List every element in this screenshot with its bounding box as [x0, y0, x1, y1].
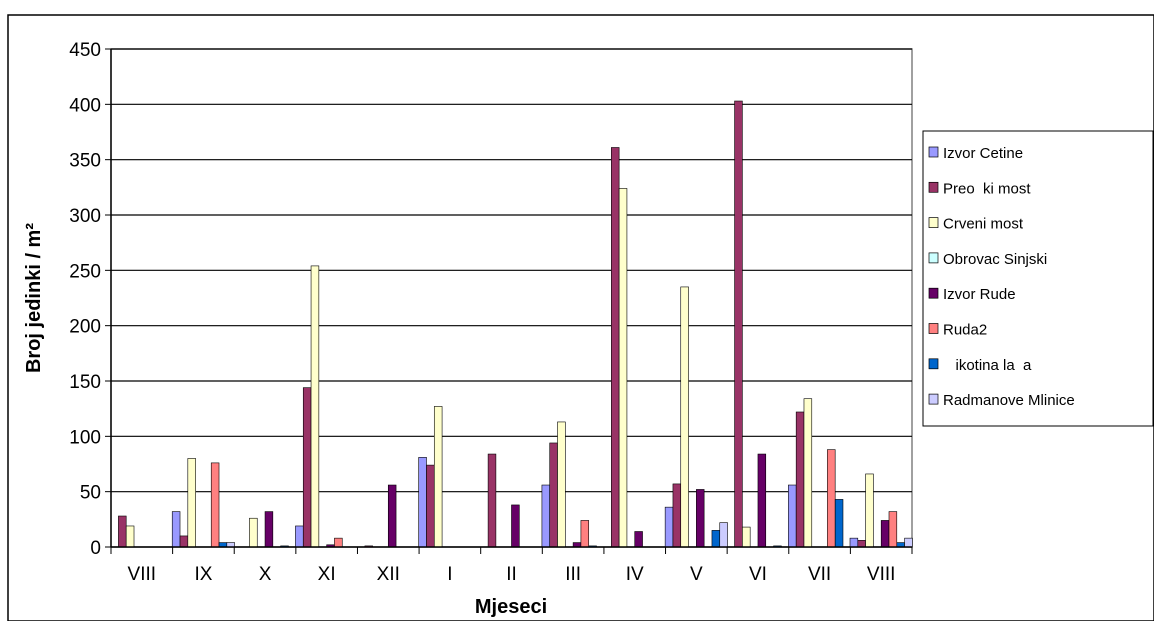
bar: [865, 473, 874, 548]
bar: [487, 453, 497, 548]
y-tick-label: 300: [69, 206, 101, 227]
legend-label: Izvor Cetine: [943, 145, 1023, 162]
x-tick-label: IX: [194, 564, 212, 585]
legend-label: Crveni most: [943, 216, 1024, 233]
legend-label: Obrovac Sinjski: [943, 251, 1047, 268]
y-tick-label: 200: [69, 317, 101, 338]
legend-label: Ruda2: [943, 322, 987, 339]
legend-swatch: [928, 323, 939, 334]
bar: [433, 406, 443, 548]
x-tick-label: I: [447, 564, 452, 585]
bar: [857, 540, 866, 548]
y-tick-label: 400: [69, 95, 101, 116]
x-tick-label: VIII: [867, 564, 896, 585]
legend-label: Radmanove Mlinice: [943, 392, 1075, 409]
bar: [511, 504, 520, 548]
bar: [302, 387, 312, 548]
bar: [696, 489, 705, 548]
y-tick-label: 250: [69, 261, 101, 282]
bars: [118, 100, 913, 548]
bar: [210, 462, 220, 548]
legend-label: Preo ki most: [943, 180, 1031, 197]
bar: [179, 535, 189, 548]
x-tick-label: VI: [749, 564, 767, 585]
bar: [880, 520, 890, 548]
x-tick-label: III: [565, 564, 581, 585]
bar: [664, 506, 674, 548]
bar: [187, 458, 196, 548]
y-tick-label: 100: [69, 427, 101, 448]
bar: [757, 453, 767, 548]
x-tick-label: X: [259, 564, 272, 585]
y-tick-label: 0: [90, 538, 101, 559]
legend: Izvor Cetine Preo ki most Crveni most Obrov…: [922, 130, 1154, 427]
y-tick-label: 350: [69, 151, 101, 172]
bar: [827, 449, 836, 548]
legend-label: ikotina la a: [943, 357, 1032, 374]
gridlines: [111, 48, 912, 493]
bar: [387, 484, 397, 548]
legend-swatch: [928, 217, 939, 228]
bar: [580, 520, 590, 548]
bar: [888, 511, 898, 548]
bar: [795, 411, 805, 548]
plot-area: [110, 48, 913, 548]
bar: [541, 484, 551, 548]
bar: [125, 525, 135, 548]
x-axis-tick-labels: VIII IX X XI XII I II III IV V VI VII VIII: [128, 564, 896, 585]
y-axis-label: Broj jedinki / m²: [23, 223, 45, 373]
bar: [618, 188, 628, 548]
legend-swatch: [928, 146, 939, 158]
bar: [334, 537, 343, 548]
legend-swatch: [928, 181, 939, 193]
bar: [611, 147, 620, 548]
x-tick-label: V: [690, 564, 703, 585]
x-tick-label: VIII: [128, 564, 157, 585]
bar: [549, 442, 558, 548]
bar: [904, 537, 913, 548]
bar: [803, 398, 813, 548]
legend-swatch: [928, 287, 939, 299]
x-axis-label: Mjeseci: [475, 596, 547, 618]
legend-swatch: [928, 252, 939, 264]
bar: [295, 525, 304, 548]
bar: [171, 511, 181, 548]
bar: [680, 286, 689, 548]
legend-swatch: [928, 393, 939, 405]
bar: [249, 517, 258, 548]
y-tick-label: 450: [69, 40, 101, 61]
y-axis-ticks: 0 50 100 150 200 250 300 350 400 450: [69, 40, 111, 559]
legend-swatch: [928, 358, 939, 370]
bar: [426, 464, 435, 548]
bar: [418, 457, 427, 548]
bar: [711, 530, 721, 548]
bar: [849, 537, 859, 548]
bar: [557, 421, 566, 548]
bar: [264, 511, 274, 548]
x-tick-label: VII: [808, 564, 831, 585]
legend-box: [922, 130, 1154, 427]
bar: [672, 483, 682, 548]
legend-label: Izvor Rude: [943, 286, 1016, 303]
bar: [834, 499, 844, 548]
x-tick-label: II: [506, 564, 517, 585]
x-tick-label: XII: [377, 564, 400, 585]
y-tick-label: 50: [80, 483, 101, 504]
x-axis: [110, 49, 913, 554]
bar: [310, 265, 320, 548]
bar: [634, 531, 643, 548]
bar: [788, 484, 797, 548]
bar: [734, 100, 743, 548]
x-tick-label: XI: [318, 564, 336, 585]
bar: [719, 522, 728, 548]
bar: [742, 526, 751, 548]
x-tick-label: IV: [626, 564, 644, 585]
y-tick-label: 150: [69, 372, 101, 393]
bar: [118, 515, 127, 548]
